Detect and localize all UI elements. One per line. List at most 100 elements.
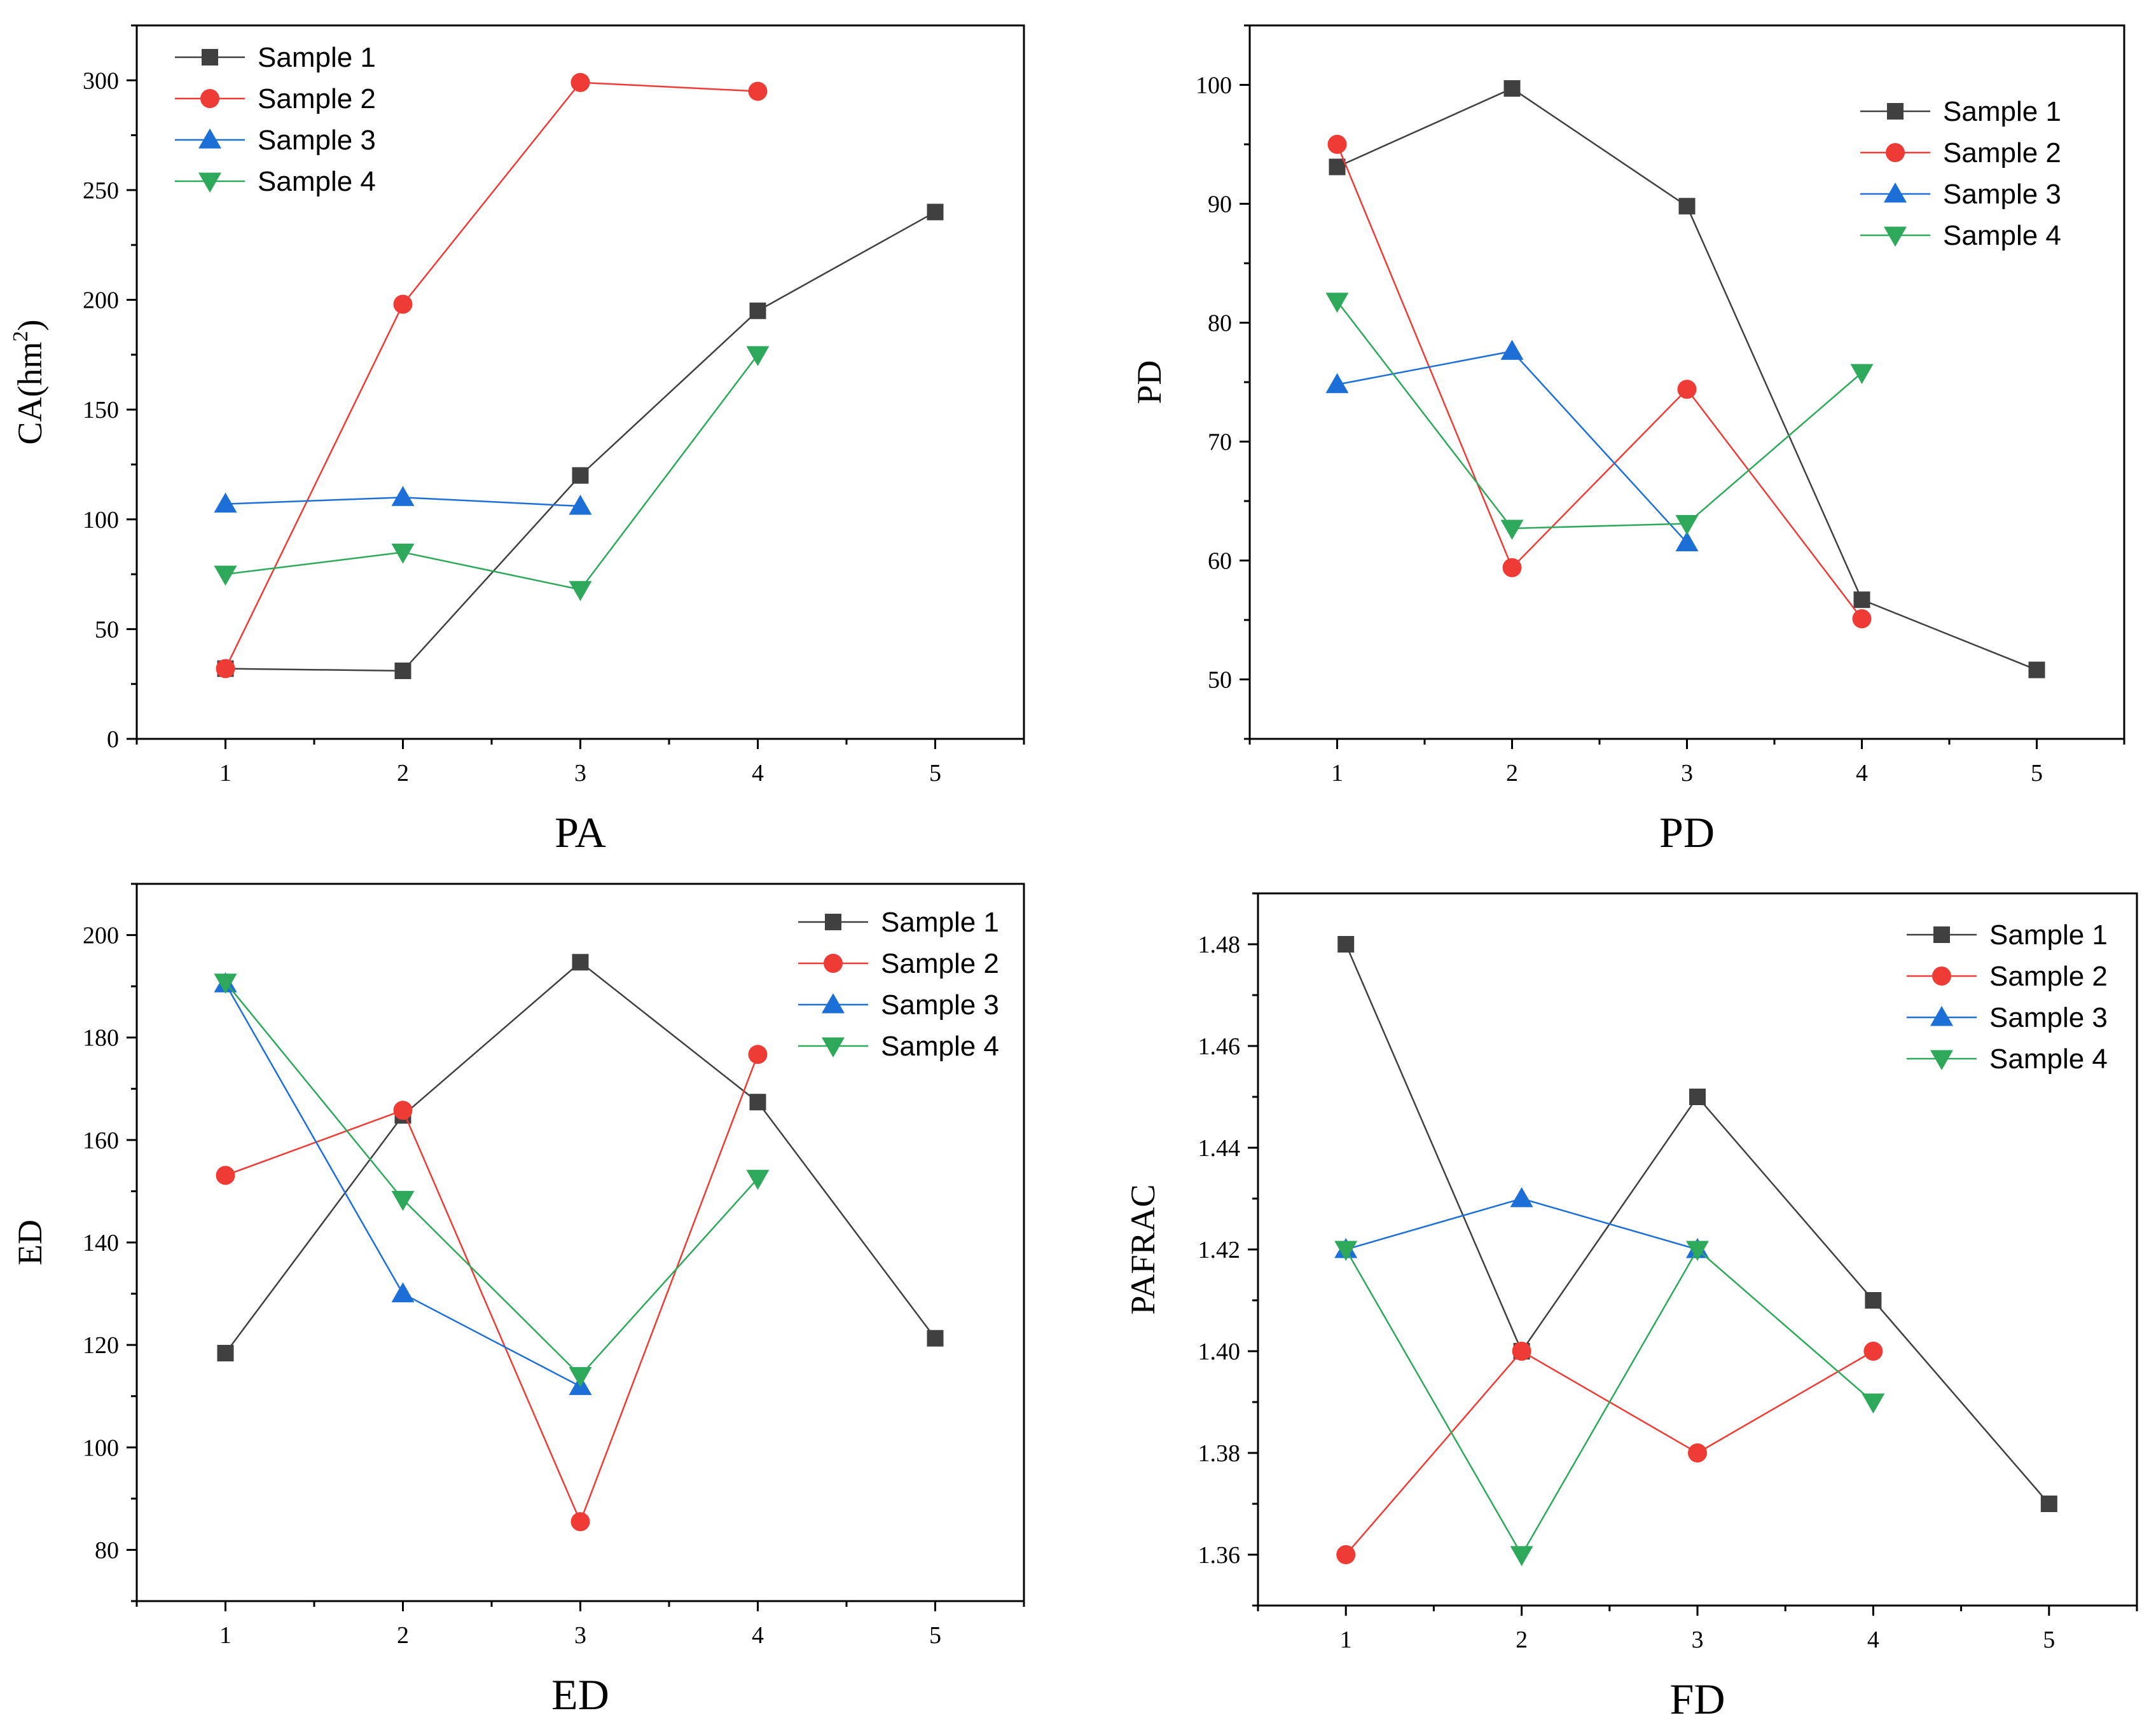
series-3 [214, 972, 592, 1395]
data-point [1503, 80, 1521, 97]
legend-item: Sample 3 [1860, 179, 2061, 210]
series-4 [214, 346, 770, 602]
series-1 [1329, 80, 2045, 678]
legend-label: Sample 3 [881, 989, 999, 1021]
x-tick-label: 3 [1692, 1627, 1704, 1653]
data-point [217, 1345, 234, 1362]
series-4 [1325, 292, 1874, 540]
series-1 [217, 203, 944, 679]
series-line [225, 81, 758, 670]
data-point [2028, 661, 2045, 678]
y-tick-label: 1.44 [1198, 1135, 1241, 1162]
data-point [1510, 1546, 1533, 1566]
y-tick-label: 200 [83, 287, 119, 314]
x-tick-label: 4 [1856, 760, 1868, 787]
legend-label: Sample 1 [1943, 96, 2061, 127]
data-point [927, 1330, 944, 1347]
data-point [1863, 1342, 1883, 1361]
y-axis-title: ED [11, 1220, 49, 1265]
x-axis-title: PA [555, 808, 606, 857]
y-tick-label: 80 [1208, 310, 1232, 337]
data-point [216, 659, 235, 678]
legend-label: Sample 2 [1943, 137, 2061, 169]
y-axis-title: PAFRAC [1124, 1184, 1162, 1314]
y-tick-label: 100 [83, 1434, 119, 1461]
series-line [1345, 944, 2050, 1504]
data-point [1852, 609, 1872, 629]
series-line [1337, 350, 1688, 544]
legend-item: Sample 1 [1907, 919, 2108, 951]
data-point [749, 1094, 766, 1111]
y-tick-label: 0 [107, 726, 119, 753]
legend-marker [1930, 1006, 1953, 1026]
series-3 [214, 486, 592, 515]
legend-label: Sample 2 [258, 83, 376, 114]
series-line [1345, 1248, 1874, 1557]
data-point [1510, 1187, 1533, 1207]
y-axis-title-text: CA(hm [11, 341, 49, 444]
legend-marker [1933, 926, 1950, 943]
series-4 [214, 974, 770, 1387]
y-axis-title-suffix: ) [11, 320, 49, 331]
y-tick-label: 100 [1196, 72, 1232, 99]
x-tick-label: 3 [574, 1622, 586, 1649]
data-point [1502, 558, 1522, 577]
legend-marker [822, 993, 845, 1014]
y-tick-label: 1.40 [1198, 1338, 1241, 1365]
legend-label: Sample 4 [258, 166, 376, 197]
data-point [748, 1045, 768, 1064]
legend-label: Sample 2 [881, 948, 999, 979]
y-tick-label: 180 [83, 1025, 119, 1052]
y-tick-label: 250 [83, 177, 119, 204]
series-line [1336, 301, 1863, 530]
data-point [214, 974, 237, 994]
series-line [1345, 1350, 1874, 1555]
x-tick-label: 5 [929, 1622, 941, 1649]
y-tick-label: 200 [83, 923, 119, 949]
legend-label: Sample 4 [881, 1031, 999, 1062]
legend-marker [825, 914, 841, 930]
legend-item: Sample 3 [1907, 1002, 2108, 1033]
series-3 [1325, 340, 1699, 551]
y-axis-title: CA(hm2) [9, 320, 49, 445]
y-tick-label: 90 [1208, 191, 1232, 218]
series-2 [216, 1045, 768, 1532]
legend-marker [1932, 967, 1951, 986]
y-tick-label: 1.46 [1198, 1033, 1241, 1060]
panel-fd: 1 2 3 4 5 1.36 1.38 1.40 1.42 1.44 1.46 1.48 FD PAFRA… [1124, 892, 2138, 1720]
data-point [1327, 135, 1347, 154]
data-point [1853, 591, 1870, 609]
data-point [927, 203, 944, 221]
series-line [1336, 144, 1863, 619]
x-axis-title: PD [1659, 808, 1715, 857]
y-tick-label: 100 [83, 507, 119, 533]
data-point [746, 1169, 770, 1190]
legend-item: Sample 3 [175, 125, 376, 156]
series-line [225, 354, 759, 591]
y-tick-label: 160 [83, 1127, 119, 1154]
series-2 [1327, 135, 1872, 629]
legend-item: Sample 2 [1860, 137, 2061, 169]
data-point [569, 1366, 592, 1387]
data-point [749, 302, 766, 319]
legend-item: Sample 3 [798, 989, 999, 1021]
x-tick-label: 5 [2031, 760, 2043, 787]
data-point [1500, 340, 1524, 360]
data-point [391, 1190, 415, 1211]
data-point [214, 492, 237, 513]
legend-marker [822, 1037, 845, 1057]
legend-item: Sample 4 [1860, 220, 2061, 251]
legend-marker [1886, 143, 1905, 162]
x-tick-label: 1 [1340, 1627, 1352, 1653]
legend-marker [200, 89, 219, 108]
legend-label: Sample 4 [1989, 1043, 2108, 1075]
x-tick-label: 3 [574, 760, 586, 787]
legend-marker [202, 49, 218, 65]
data-point [1686, 1241, 1709, 1261]
y-tick-label: 140 [83, 1230, 119, 1256]
legend: Sample 1 Sample 2 Sample 3 Sample 4 [1907, 919, 2108, 1075]
data-point [569, 581, 592, 602]
data-point [570, 72, 590, 92]
